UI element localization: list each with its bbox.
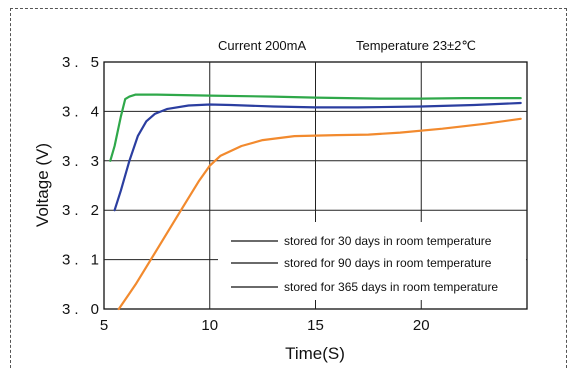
figure-frame (10, 8, 567, 368)
y-tick-label: 3. 5 (62, 54, 103, 71)
legend: stored for 30 days in room temperature st… (231, 234, 498, 294)
series-line (113, 101, 522, 212)
legend-label: stored for 365 days in room temperature (284, 280, 498, 294)
series-line (117, 117, 522, 311)
series-lines (109, 93, 522, 311)
y-tick-label: 3. 2 (62, 202, 103, 219)
y-tick-label: 3. 1 (62, 252, 103, 269)
y-axis-label: Voltage (V) (33, 143, 52, 227)
y-tick-label: 3. 3 (62, 153, 103, 170)
legend-label: stored for 30 days in room temperature (284, 234, 492, 248)
series-line (109, 93, 522, 162)
tick-labels: 5 10 15 20 3. 0 3. 1 3. 2 3. 3 3. 4 3. 5 (62, 54, 430, 334)
condition-current: Current 200mA (218, 38, 306, 53)
legend-label: stored for 90 days in room temperature (284, 256, 492, 270)
x-tick-label: 10 (201, 317, 218, 334)
x-tick-label: 15 (307, 317, 324, 334)
condition-temperature: Temperature 23±2℃ (356, 38, 476, 53)
y-tick-label: 3. 0 (62, 301, 103, 318)
x-tick-label: 5 (100, 317, 108, 334)
x-tick-label: 20 (413, 317, 430, 334)
y-tick-label: 3. 4 (62, 103, 103, 120)
x-axis-label: Time(S) (285, 344, 345, 363)
